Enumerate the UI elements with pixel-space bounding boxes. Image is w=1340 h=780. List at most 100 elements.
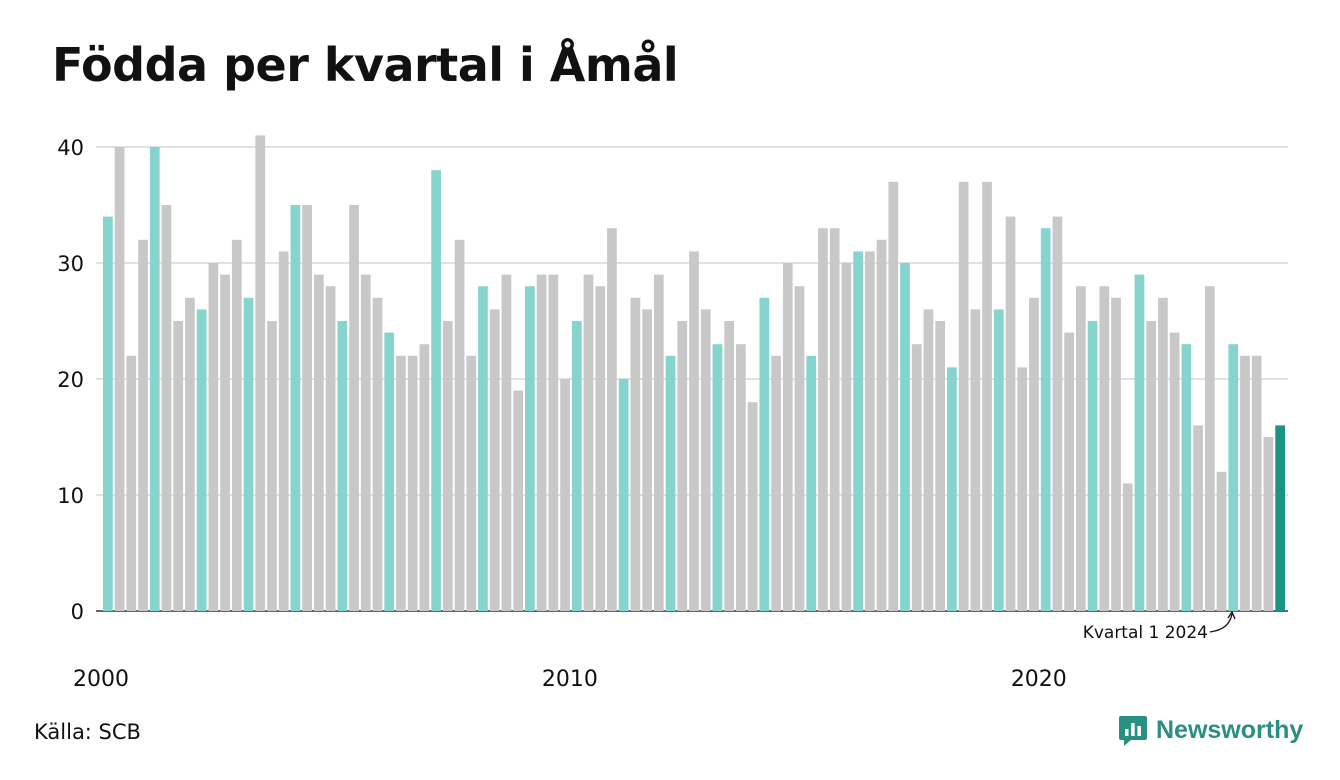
bar: [196, 309, 207, 611]
bar: [419, 344, 430, 611]
bar: [607, 228, 617, 611]
bar: [103, 216, 113, 611]
bar: [1005, 216, 1016, 611]
bar: [560, 379, 570, 611]
bar: [853, 251, 863, 611]
y-tick-label: 40: [57, 136, 84, 160]
bar: [571, 321, 582, 611]
bar: [583, 274, 594, 611]
bar: [1240, 355, 1250, 611]
bar: [677, 321, 688, 611]
bar: [536, 274, 547, 611]
bar: [513, 390, 524, 611]
bar: [1146, 321, 1157, 611]
bar: [349, 205, 359, 611]
brand-logo[interactable]: Newsworthy: [1118, 714, 1303, 746]
bar: [466, 355, 477, 611]
bar: [970, 309, 981, 611]
bar: [360, 274, 371, 611]
bar: [736, 344, 746, 611]
bar: [161, 205, 172, 611]
bar-chart: 0 10 20 30 40 2000 2010 2020 Kvartal 1 2024: [57, 135, 1288, 692]
bar: [665, 355, 676, 611]
bar: [1181, 344, 1192, 611]
bar: [993, 309, 1004, 611]
bar: [525, 286, 535, 611]
x-tick-label: 2020: [1011, 667, 1067, 692]
y-tick-label: 0: [71, 600, 84, 624]
bar: [864, 251, 875, 611]
bar: [642, 309, 652, 611]
bar: [1193, 425, 1203, 611]
bar: [1075, 286, 1086, 611]
bar: [618, 379, 629, 611]
y-tick-label: 10: [57, 484, 84, 508]
bar: [185, 297, 195, 611]
annotation-arrow: [1209, 613, 1233, 633]
bar: [114, 147, 125, 611]
bar: [794, 286, 805, 611]
bar: [231, 239, 242, 612]
bar: [290, 205, 301, 611]
bar: [501, 274, 512, 611]
bar: [325, 286, 336, 611]
bar: [1029, 297, 1039, 611]
bar: [653, 274, 664, 611]
bar: [1228, 344, 1239, 611]
bar: [1040, 228, 1051, 611]
bar: [1275, 425, 1285, 611]
bar: [1087, 321, 1098, 611]
bar: [1134, 274, 1145, 611]
y-axis-ticks: 0 10 20 30 40: [57, 136, 84, 624]
bar: [255, 135, 266, 611]
annotation-label: Kvartal 1 2024: [1083, 623, 1208, 643]
bar: [337, 321, 348, 611]
newsworthy-logo-icon: [1119, 716, 1147, 746]
x-axis-ticks: 2000 2010 2020: [73, 667, 1067, 692]
annotation-arrowhead: [1227, 610, 1236, 620]
bar: [841, 263, 852, 611]
bar: [454, 239, 465, 612]
bar: [712, 344, 723, 611]
bar: [138, 239, 148, 612]
bar: [947, 367, 957, 611]
bar: [173, 321, 184, 611]
bar: [747, 402, 758, 611]
bar: [900, 263, 910, 611]
bar: [1052, 216, 1063, 611]
brand-name: Newsworthy: [1156, 715, 1304, 744]
bar: [829, 228, 840, 611]
bar: [384, 332, 395, 611]
source-label: Källa: SCB: [34, 720, 141, 744]
bar: [700, 309, 711, 611]
bar: [548, 274, 559, 611]
annotation: Kvartal 1 2024: [1083, 610, 1236, 643]
bar: [243, 297, 254, 611]
bars: [103, 135, 1285, 612]
bar: [806, 355, 817, 611]
bar: [982, 181, 992, 612]
bar: [782, 263, 793, 611]
bar: [302, 205, 313, 611]
bar: [431, 170, 441, 611]
bar: [818, 228, 828, 611]
bar: [759, 297, 770, 611]
y-tick-label: 20: [57, 368, 84, 392]
bar: [220, 274, 230, 611]
y-tick-label: 30: [57, 252, 84, 276]
bar: [278, 251, 289, 611]
bar: [923, 309, 934, 611]
bar: [724, 321, 735, 611]
x-tick-label: 2010: [542, 667, 598, 692]
bar: [489, 309, 500, 611]
bar: [595, 286, 606, 611]
bar: [1204, 286, 1215, 611]
bar: [1169, 332, 1180, 611]
bar: [126, 355, 137, 611]
chart-title: Födda per kvartal i Åmål: [52, 38, 679, 92]
bar: [911, 344, 922, 611]
bar: [407, 355, 418, 611]
bar: [935, 321, 946, 611]
bar: [630, 297, 641, 611]
bar: [267, 321, 277, 611]
